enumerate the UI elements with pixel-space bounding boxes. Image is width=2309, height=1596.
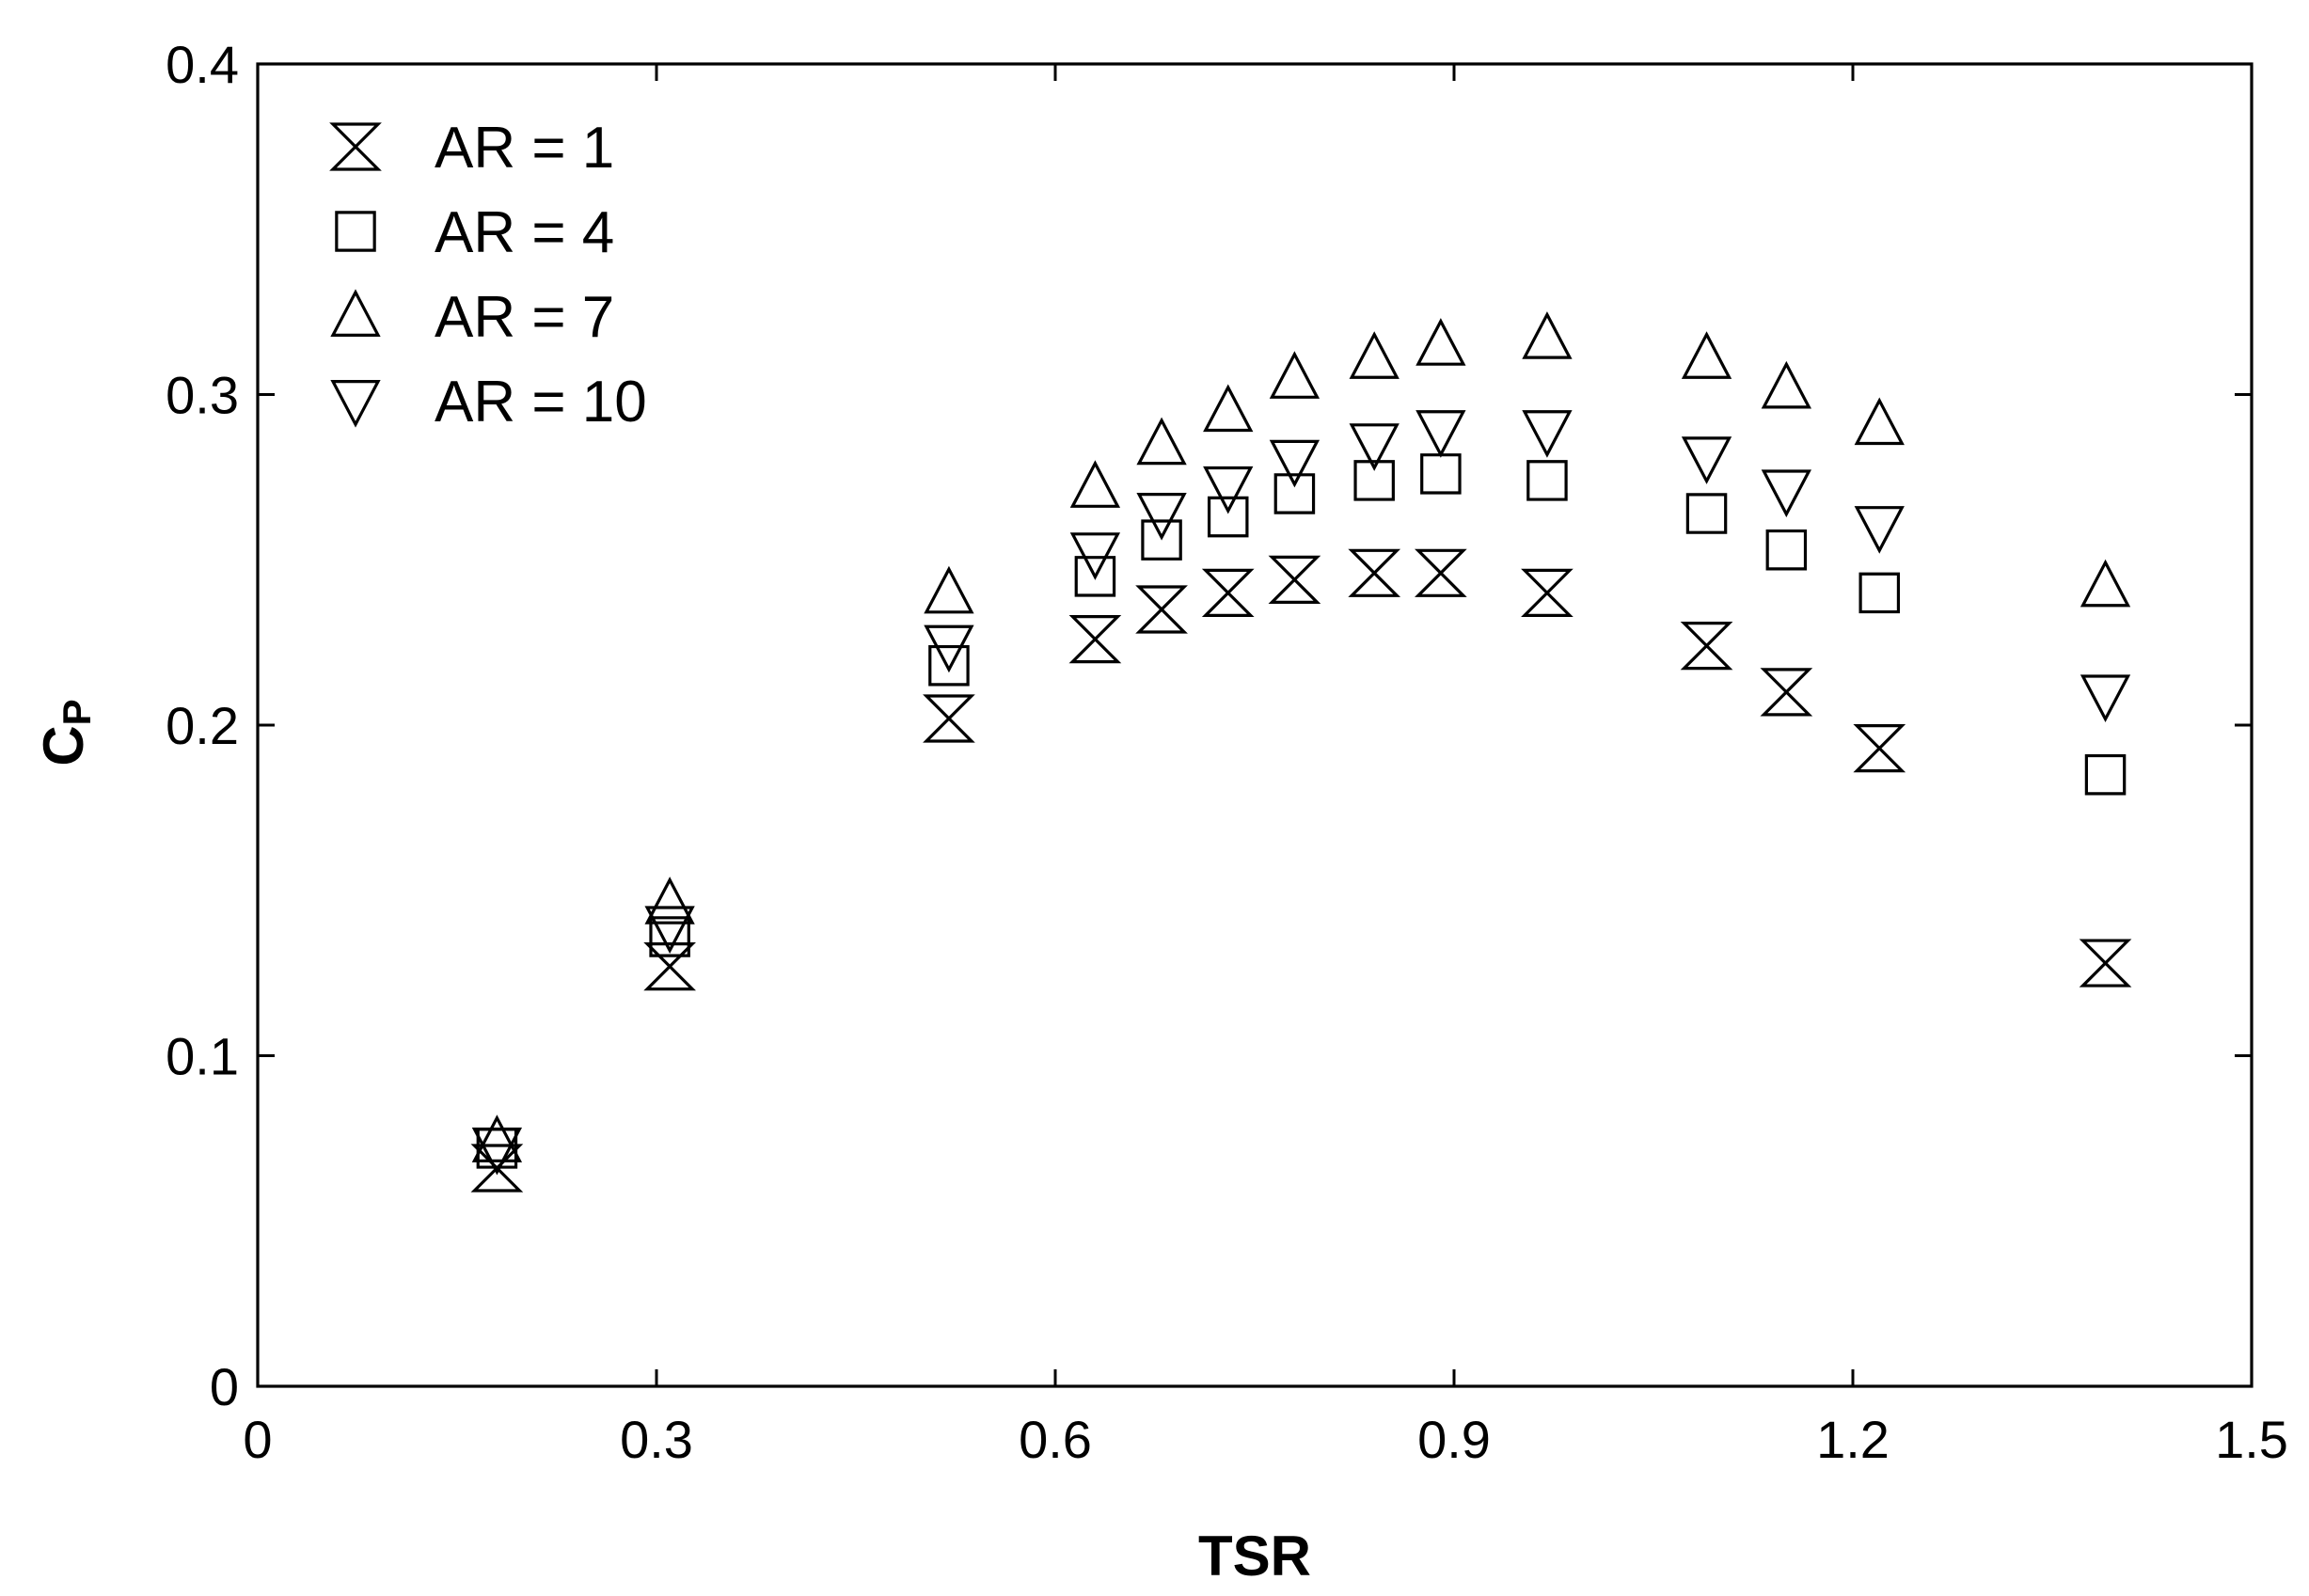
data-point-hourglass bbox=[1760, 668, 1813, 717]
data-point-triangle-up bbox=[1854, 397, 1905, 446]
data-point-triangle-up bbox=[1069, 460, 1121, 508]
data-point-hourglass bbox=[1415, 548, 1467, 597]
data-point-triangle-down bbox=[1681, 436, 1732, 484]
y-axis-title: CP bbox=[32, 699, 99, 766]
data-point-triangle-up bbox=[1761, 360, 1811, 409]
data-point-square bbox=[1273, 473, 1316, 514]
data-point-triangle-up bbox=[471, 1114, 523, 1162]
data-point-triangle-down bbox=[2080, 674, 2131, 723]
data-point-square bbox=[1685, 493, 1728, 534]
legend-label: AR = 1 bbox=[435, 116, 614, 181]
data-point-triangle-down bbox=[924, 624, 974, 673]
y-tick-label: 0.4 bbox=[166, 35, 239, 94]
data-point-triangle-down bbox=[1415, 410, 1466, 458]
data-point-hourglass bbox=[1068, 615, 1122, 664]
data-point-hourglass bbox=[1680, 622, 1733, 671]
data-point-square bbox=[649, 916, 690, 957]
data-point-triangle-down bbox=[1522, 410, 1573, 458]
series-triangle-up bbox=[471, 311, 2131, 1162]
data-point-square bbox=[2084, 753, 2127, 796]
data-point-triangle-up bbox=[1136, 417, 1187, 466]
data-point-triangle-down bbox=[1136, 493, 1187, 541]
data-point-hourglass bbox=[923, 694, 975, 743]
series-square bbox=[476, 453, 2127, 1169]
legend-marker-square bbox=[335, 211, 376, 252]
x-tick-label: 0 bbox=[243, 1410, 272, 1469]
data-points bbox=[470, 311, 2132, 1193]
series-triangle-down bbox=[471, 410, 2131, 1176]
y-tick-label: 0.3 bbox=[166, 366, 239, 425]
series-hourglass bbox=[470, 548, 2132, 1193]
data-point-triangle-up bbox=[1269, 351, 1321, 399]
data-point-triangle-down bbox=[1854, 506, 1905, 554]
data-point-triangle-up bbox=[644, 877, 695, 924]
data-point-triangle-down bbox=[471, 1127, 523, 1176]
data-point-square bbox=[1858, 572, 1901, 614]
y-tick-label: 0.2 bbox=[166, 696, 239, 755]
x-axis-title: TSR bbox=[1198, 1525, 1311, 1588]
legend: AR = 1 AR = 4 AR = 7 AR = 10 bbox=[329, 116, 647, 435]
data-point-hourglass bbox=[1268, 555, 1321, 604]
data-point-square bbox=[1074, 556, 1116, 597]
data-point-square bbox=[1207, 496, 1249, 538]
data-point-triangle-down bbox=[1761, 469, 1811, 518]
data-point-hourglass bbox=[1521, 568, 1574, 617]
y-axis-title-main: C bbox=[32, 725, 95, 766]
data-point-hourglass bbox=[1348, 548, 1401, 597]
data-point-triangle-down bbox=[1349, 423, 1400, 471]
legend-marker-triangle-up bbox=[330, 289, 381, 337]
data-point-hourglass bbox=[2079, 939, 2132, 988]
y-tick-label: 0.1 bbox=[166, 1027, 239, 1086]
data-point-triangle-down bbox=[1269, 439, 1321, 488]
y-tick-label: 0 bbox=[210, 1357, 239, 1416]
legend-label: AR = 7 bbox=[435, 285, 614, 350]
data-point-square bbox=[1526, 460, 1568, 501]
x-tick-label: 1.5 bbox=[2215, 1410, 2288, 1469]
data-point-hourglass bbox=[643, 941, 696, 991]
x-tick-label: 0.9 bbox=[1417, 1410, 1491, 1469]
legend-marker-triangle-down bbox=[330, 380, 381, 428]
data-point-square bbox=[1765, 529, 1808, 571]
data-point-triangle-up bbox=[924, 565, 974, 614]
data-point-triangle-up bbox=[1522, 311, 1573, 359]
x-tick-label: 1.2 bbox=[1816, 1410, 1890, 1469]
data-point-hourglass bbox=[1135, 585, 1188, 634]
data-point-hourglass bbox=[1201, 568, 1255, 617]
data-point-triangle-up bbox=[1681, 331, 1732, 379]
data-point-triangle-up bbox=[1415, 318, 1466, 366]
x-tick-label: 0.6 bbox=[1019, 1410, 1092, 1469]
data-point-square bbox=[1420, 453, 1462, 495]
data-point-square bbox=[928, 644, 970, 687]
x-tick-label: 0.3 bbox=[620, 1410, 693, 1469]
data-point-triangle-up bbox=[2080, 559, 2131, 608]
data-point-hourglass bbox=[1853, 724, 1906, 773]
data-point-triangle-up bbox=[1203, 384, 1254, 433]
data-point-triangle-down bbox=[1069, 532, 1121, 580]
legend-label: AR = 10 bbox=[435, 370, 647, 435]
data-point-triangle-down bbox=[1203, 466, 1254, 514]
data-point-square bbox=[1141, 519, 1182, 561]
data-point-triangle-down bbox=[644, 906, 695, 955]
data-point-square bbox=[1353, 460, 1395, 501]
legend-label: AR = 4 bbox=[435, 200, 614, 265]
legend-marker-hourglass bbox=[329, 122, 382, 171]
y-axis-title-subscript: P bbox=[55, 699, 99, 725]
axes: 0 0.3 0.6 0.9 1.2 1.5 0 0.1 0.2 0.3 0.4 bbox=[166, 35, 2288, 1469]
data-point-hourglass bbox=[470, 1144, 524, 1193]
data-point-triangle-up bbox=[1349, 331, 1400, 379]
